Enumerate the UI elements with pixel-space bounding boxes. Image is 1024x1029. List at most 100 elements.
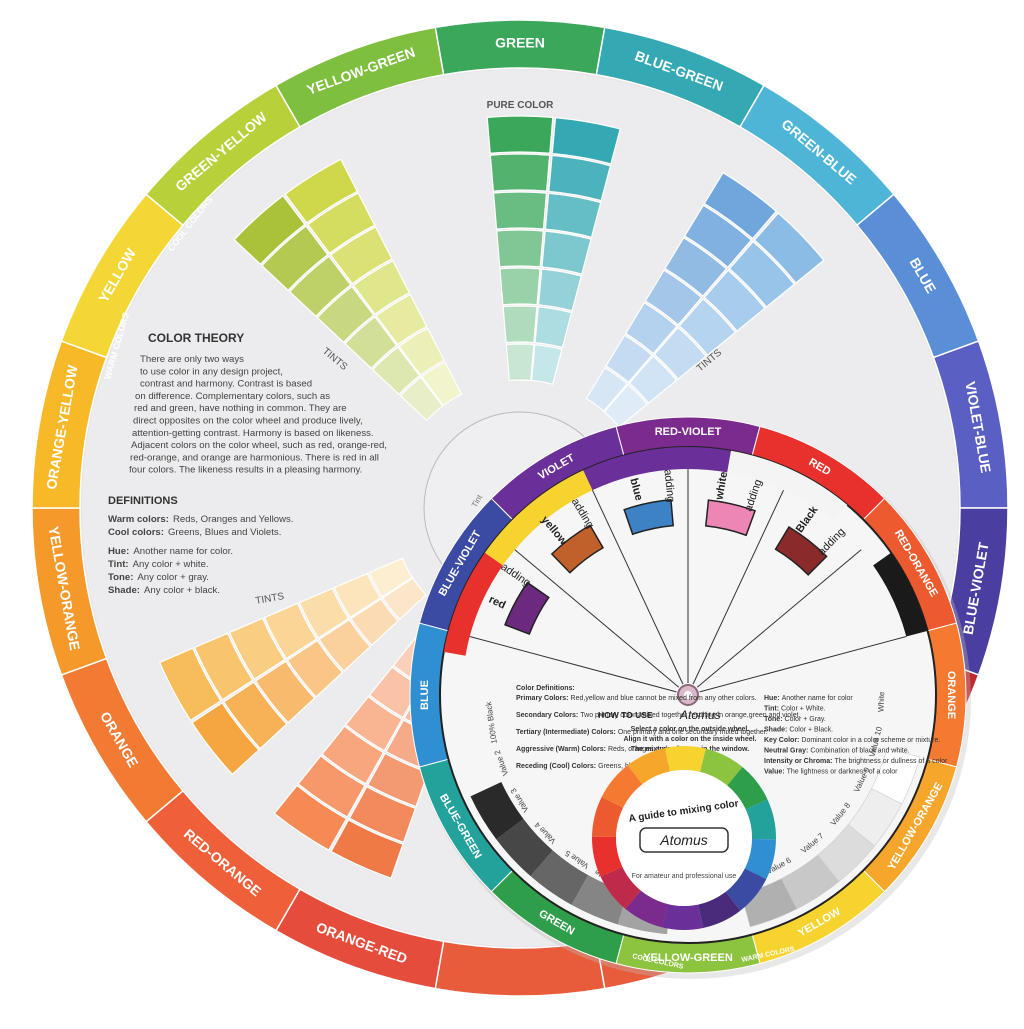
big-wheel-segment (274, 26, 445, 128)
definition-term: Tint: (108, 559, 129, 570)
mixing-definition: Secondary Colors: Two primary colors mixe… (516, 712, 801, 719)
big-wheel-tint-cell (502, 305, 538, 344)
definition-desc: Any color + black. (144, 585, 220, 596)
mixing-definition-term: Key Color: (764, 737, 799, 744)
big-wheel-tint-cell (420, 361, 463, 407)
big-wheel-tint-cell (318, 618, 372, 672)
center-brand: Atomus (659, 832, 707, 848)
mixing-definition: Value: The lightness or darkness of a col… (764, 769, 898, 776)
mixing-definition-term: Color Definitions: (516, 685, 575, 692)
mixing-definition: Primary Colors: Red,yellow and blue canno… (516, 695, 757, 702)
mini-ring-segment (601, 765, 643, 808)
mixing-definition-term: Value: (764, 769, 785, 776)
mixing-definition-term: Primary Colors: (516, 695, 569, 702)
big-wheel-tint-cell (368, 557, 414, 598)
big-wheel-tint-cell (286, 639, 344, 698)
mixing-definition-term: Tone: (764, 716, 783, 723)
mixing-definition-desc: The lightness or darkness of a color (787, 769, 899, 776)
big-wheel-tint-cell (541, 230, 592, 275)
big-wheel-tint-cell (381, 577, 427, 621)
big-wheel-tint-cell (537, 268, 583, 312)
big-wheel-tint-cell (534, 306, 573, 349)
definition-row: Cool colors: Greens, Blues and Violets. (108, 527, 281, 538)
color-theory-line: red and green, have nothing in common. T… (134, 403, 347, 414)
big-wheel-segment-label: GREEN (495, 35, 545, 51)
gray-scale-cell (496, 818, 553, 877)
color-theory-line: red-orange, and orange are harmonious. T… (130, 452, 379, 463)
mixing-definition-desc: The brightness or dullness of a color (834, 758, 948, 765)
big-wheel-tint-cell (530, 344, 563, 385)
inner-band-segment (484, 470, 593, 566)
big-wheel-tint-cell (548, 154, 612, 202)
mixing-definition-desc: Two primary colors mixed together result… (580, 712, 800, 719)
big-wheel-tint-cell (703, 269, 766, 332)
big-wheel-tint-cell (228, 617, 286, 681)
mixing-definition-term: Receding (Cool) Colors: (516, 763, 596, 770)
mini-ring-segment (625, 890, 668, 928)
small-wheel-segment-label: ORANGE (945, 671, 957, 719)
big-wheel-tint-cell (703, 171, 777, 240)
big-wheel-tint-cell (284, 158, 359, 224)
definition-desc: Any color + gray. (137, 572, 209, 583)
mixing-definition: Color Definitions: (516, 685, 575, 692)
big-wheel-tint-cell (678, 297, 737, 356)
big-wheel-tint-cell (605, 334, 653, 384)
mini-ring-segment (727, 766, 768, 810)
big-wheel-tint-cell (486, 115, 554, 154)
big-wheel-tint-cell (371, 346, 421, 396)
mixing-window-swatch (623, 498, 674, 536)
big-wheel-tint-cell (297, 754, 366, 818)
center-brand-frame (639, 827, 729, 853)
mixing-definition: Tone: Color + Gray. (764, 716, 826, 723)
mini-ring-segment (662, 904, 704, 930)
mixing-definition-desc: Dominant color in a color scheme or mixt… (801, 737, 940, 744)
mixing-definition-term: Secondary Colors: (516, 712, 578, 719)
mixing-definition: Shade: Color + Black. (764, 727, 833, 734)
big-wheel-tint-cell (263, 602, 318, 660)
mixing-definition-desc: Red,yellow and blue cannot be mixed from… (571, 695, 757, 702)
mixing-definition: Key Color: Dominant color in a color sche… (764, 737, 940, 744)
adding-label: adding (661, 469, 676, 503)
color-theory-title: COLOR THEORY (148, 331, 244, 345)
color-theory-line: Adjacent colors on the color wheel, such… (131, 440, 387, 451)
divider-line (592, 489, 684, 685)
big-wheel-tint-cell (585, 366, 629, 412)
mini-ring-segment (698, 891, 741, 928)
mixing-definition-desc: Color + White. (781, 706, 826, 713)
inner-band-segment (727, 450, 848, 522)
pure-color-label: PURE COLOR (487, 100, 554, 111)
mixing-window-swatch (550, 524, 605, 574)
mixing-definition-term: Tertiary (Intermediate) Colors: (516, 729, 616, 736)
small-wheel-segment-label: YELLOW-GREEN (643, 952, 733, 964)
mixing-definition-desc: Another name for color (782, 695, 854, 702)
big-wheel-tint-cell (298, 587, 350, 639)
color-theory-line: direct opposites on the color wheel and … (133, 416, 363, 427)
big-wheel-tint-cell (330, 819, 404, 879)
mixing-window-swatch (704, 499, 756, 537)
how-to-line: Select a color on the outside wheel. (631, 726, 750, 733)
color-theory-line: four colors. The likeness results in a p… (129, 465, 362, 476)
big-wheel-tint-cell (398, 327, 445, 376)
color-theory-line: There are only two ways (140, 354, 244, 365)
mixing-definition-term: Neutral Gray: (764, 748, 808, 755)
gray-scale-cell (530, 850, 589, 905)
mixing-definition: Tertiary (Intermediate) Colors: One prima… (516, 729, 768, 736)
definition-desc: Greens, Blues and Violets. (168, 527, 281, 538)
big-wheel-tint-cell (254, 660, 316, 724)
divider-line (696, 549, 862, 688)
pivot-rivet-center (684, 691, 692, 699)
mixing-definition: Tint: Color + White. (764, 706, 826, 713)
mixing-definition-term: Tint: (764, 706, 779, 713)
mini-ring-segment (745, 799, 776, 840)
mixing-window-swatch (774, 525, 828, 576)
color-theory-line: contrast and harmony. Contrast is based (140, 379, 312, 390)
big-wheel-tint-cell (683, 204, 753, 269)
added-color-label: white (713, 471, 730, 502)
big-wheel-tint-cell (288, 255, 352, 318)
mini-ring-segment (600, 866, 641, 910)
divider-line (469, 636, 677, 693)
big-wheel-tint-cell (664, 236, 728, 297)
big-wheel-tint-cell (158, 647, 222, 722)
